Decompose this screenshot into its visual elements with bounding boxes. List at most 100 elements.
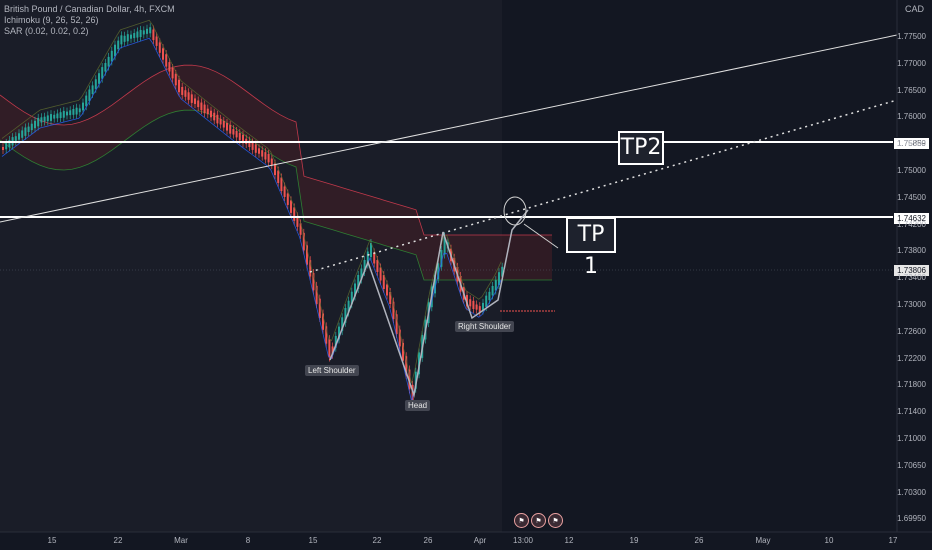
price-tick: 1.75000 xyxy=(897,166,926,175)
head-label[interactable]: Head xyxy=(405,400,431,411)
candle-body xyxy=(501,266,504,277)
candle-body xyxy=(117,40,120,50)
senkou-a xyxy=(0,64,552,236)
candle-body xyxy=(382,275,385,289)
candle-body xyxy=(286,193,289,205)
candle-body xyxy=(75,107,78,115)
left-shoulder-label[interactable]: Left Shoulder xyxy=(305,365,359,376)
candle-body xyxy=(299,223,302,235)
candle-body xyxy=(206,108,209,115)
candle-body xyxy=(37,117,40,127)
time-tick: 17 xyxy=(888,536,898,545)
candle-body xyxy=(254,144,257,153)
candle-body xyxy=(392,301,395,320)
price-tick: 1.77000 xyxy=(897,58,926,68)
candle-body xyxy=(155,36,158,46)
price-tick: 1.71000 xyxy=(897,434,926,443)
candle-body xyxy=(491,286,494,296)
candle-body xyxy=(165,54,168,67)
candle-body xyxy=(274,163,276,176)
flag-icon[interactable]: ⚑ xyxy=(531,513,546,528)
candle-body xyxy=(341,317,344,332)
candle-body xyxy=(302,232,305,251)
candle-body xyxy=(277,170,280,184)
candle-body xyxy=(290,200,292,213)
candle-body xyxy=(306,245,308,265)
price-tick: 1.73800 xyxy=(897,246,926,256)
candle-body xyxy=(293,207,296,221)
candle-body xyxy=(197,100,200,108)
right-shoulder-label[interactable]: Right Shoulder xyxy=(455,321,514,332)
candle-body xyxy=(267,154,270,163)
price-tick: 1.71400 xyxy=(897,407,926,417)
flag-icon[interactable]: ⚑ xyxy=(548,513,563,528)
candle-body xyxy=(43,116,46,122)
candle-body xyxy=(69,110,72,116)
chikou-line xyxy=(1,19,502,384)
candle-body xyxy=(114,44,116,57)
candle-body xyxy=(402,342,404,361)
candle-body xyxy=(238,132,241,141)
currency-label: CAD xyxy=(904,4,924,14)
time-tick: May xyxy=(755,536,771,545)
time-tick: 8 xyxy=(245,536,251,545)
candle-body xyxy=(190,94,193,103)
tp2-label[interactable]: TP2 xyxy=(618,131,664,165)
candle-body xyxy=(235,131,238,138)
candle-body xyxy=(8,140,11,148)
candle-body xyxy=(354,283,356,297)
price-tick: 1.75500 xyxy=(897,139,926,149)
flag-icon[interactable]: ⚑ xyxy=(514,513,529,528)
price-tick: 1.74500 xyxy=(897,192,926,202)
candle-body xyxy=(226,123,228,131)
price-tick: 1.71800 xyxy=(897,380,926,390)
time-tick: 22 xyxy=(113,536,123,545)
candle-body xyxy=(126,34,129,42)
tp1-label[interactable]: TP 1 xyxy=(566,217,616,279)
candle-body xyxy=(91,85,94,94)
candle-body xyxy=(334,335,337,348)
candle-body xyxy=(379,267,382,281)
candle-body xyxy=(88,89,91,102)
candle-body xyxy=(312,273,315,291)
candle-body xyxy=(469,299,472,307)
candle-body xyxy=(434,274,436,294)
tp1-price-tag: 1.74632 xyxy=(893,212,930,225)
candle-body xyxy=(229,125,232,134)
candle-body xyxy=(264,152,267,160)
candle-body xyxy=(46,115,49,122)
candle-body xyxy=(478,306,481,313)
candle-body xyxy=(472,300,475,309)
candle-body xyxy=(171,68,174,79)
candle-body xyxy=(213,112,216,121)
time-tick: 12 xyxy=(564,536,574,545)
time-tick: 22 xyxy=(372,536,382,545)
candle-body xyxy=(85,95,88,107)
event-icons[interactable]: ⚑ ⚑ ⚑ xyxy=(514,513,563,528)
time-tick: 13:00 xyxy=(512,536,534,545)
candle-body xyxy=(248,140,251,147)
candle-body xyxy=(181,86,184,95)
candle-body xyxy=(488,291,491,301)
price-tick: 1.72200 xyxy=(897,353,926,363)
candle-body xyxy=(14,136,17,142)
history-background xyxy=(0,0,502,532)
kumo-bear xyxy=(0,65,552,281)
price-tick: 1.76500 xyxy=(897,85,926,95)
candle-body xyxy=(152,29,155,41)
tp1-pointer xyxy=(523,223,559,249)
candle-body xyxy=(78,108,81,113)
candle-body xyxy=(123,35,126,42)
time-tick: 10 xyxy=(824,536,834,545)
candle-body xyxy=(357,275,360,289)
candle-body xyxy=(296,216,299,227)
candle-body xyxy=(222,120,225,128)
candle-body xyxy=(5,142,8,150)
candle-body xyxy=(331,346,334,355)
candle-body xyxy=(27,126,30,132)
price-tick: 1.76000 xyxy=(897,112,926,122)
candle-body xyxy=(133,33,136,39)
candle-body xyxy=(194,98,196,104)
candle-body xyxy=(66,111,68,116)
